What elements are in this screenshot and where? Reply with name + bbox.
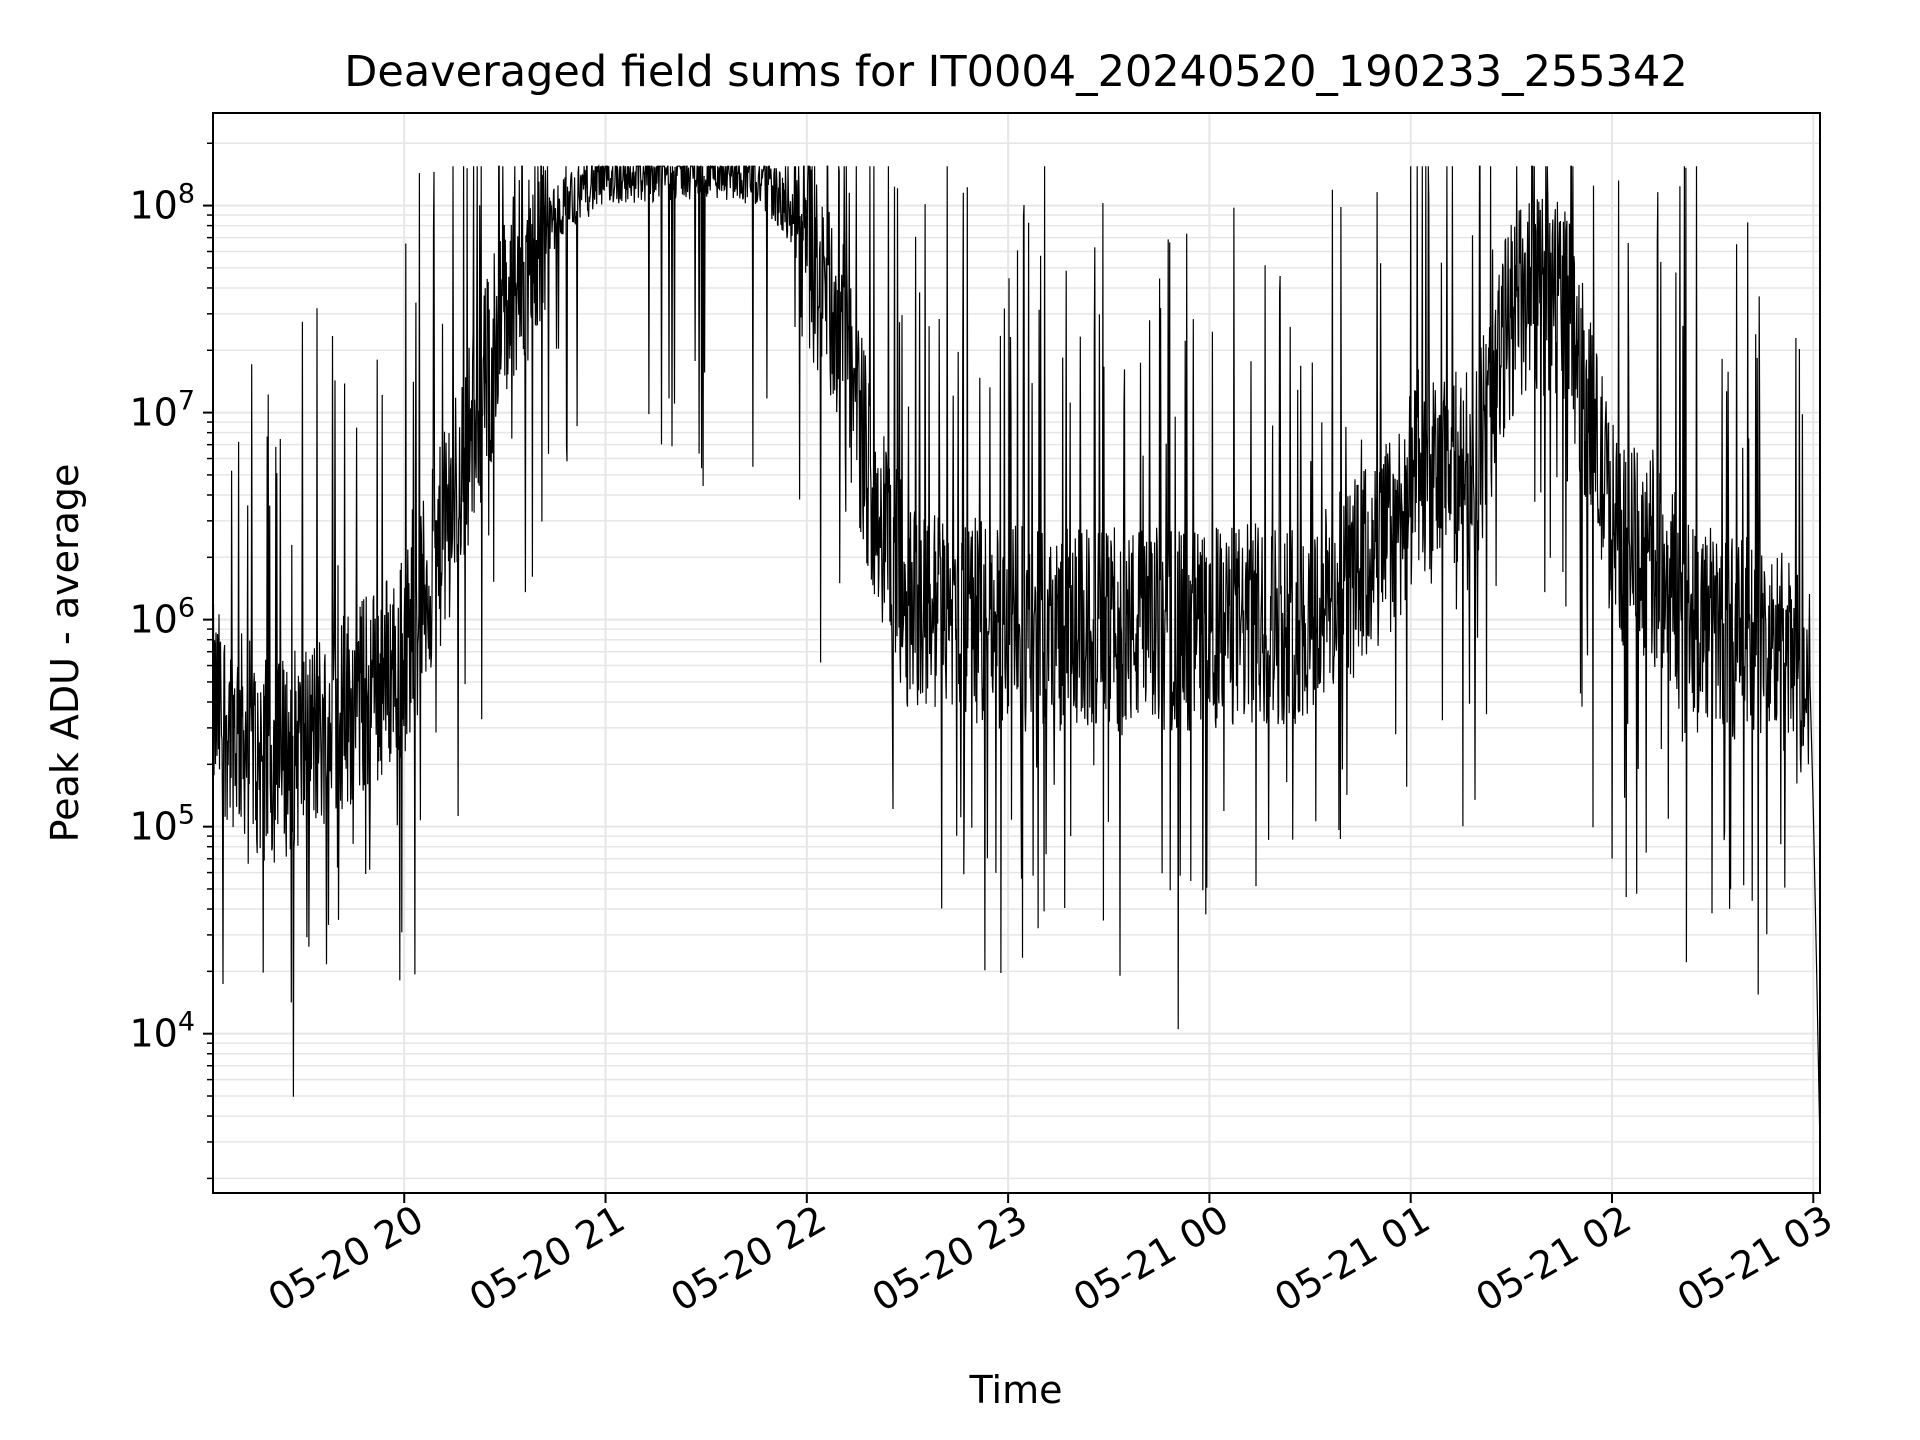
plot-frame xyxy=(212,112,1821,1194)
y-axis-label: Peak ADU - average xyxy=(43,464,87,843)
y-tick-exponent: 8 xyxy=(178,179,195,210)
y-tick-exponent: 6 xyxy=(178,593,195,624)
chart-title: Deaveraged field sums for IT0004_2024052… xyxy=(344,47,1687,97)
series-line xyxy=(212,163,1821,1149)
y-tick-exponent: 5 xyxy=(178,800,195,831)
x-axis-label: Time xyxy=(969,1368,1063,1412)
y-tick-label: 106 xyxy=(129,593,195,642)
series-layer xyxy=(212,163,1821,1149)
y-tick-exponent: 7 xyxy=(178,386,195,417)
y-tick-exponent: 4 xyxy=(178,1007,195,1038)
